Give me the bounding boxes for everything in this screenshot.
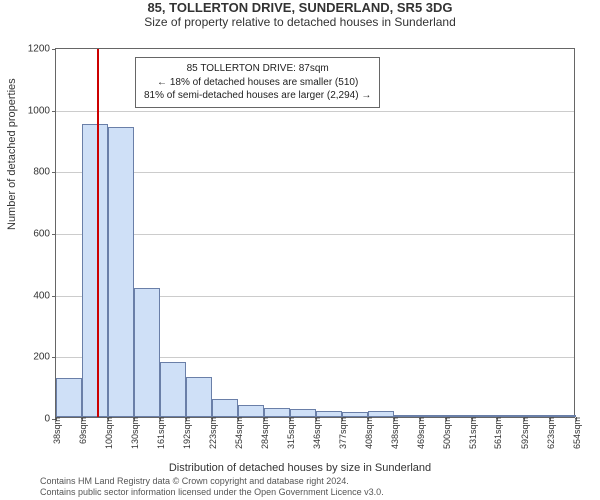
xtick-label: 100sqm [104, 417, 114, 449]
xtick-label: 192sqm [182, 417, 192, 449]
xtick-label: 408sqm [364, 417, 374, 449]
ytick-mark [52, 49, 56, 50]
annotation-line-2: ← 18% of detached houses are smaller (51… [144, 76, 371, 90]
footer-line-1: Contains HM Land Registry data © Crown c… [40, 476, 590, 487]
xtick-label: 438sqm [390, 417, 400, 449]
xtick-label: 223sqm [208, 417, 218, 449]
reference-line [97, 49, 99, 417]
xtick-label: 377sqm [338, 417, 348, 449]
annotation-line-3: 81% of semi-detached houses are larger (… [144, 89, 371, 103]
footer-line-2: Contains public sector information licen… [40, 487, 590, 498]
ytick-label: 1000 [28, 105, 50, 116]
ytick-mark [52, 111, 56, 112]
histogram-bar [290, 409, 316, 417]
xtick-label: 654sqm [572, 417, 582, 449]
ytick-label: 200 [33, 352, 50, 363]
annotation-line-1: 85 TOLLERTON DRIVE: 87sqm [144, 62, 371, 76]
ytick-label: 600 [33, 229, 50, 240]
ytick-mark [52, 357, 56, 358]
histogram-bar [264, 408, 290, 417]
gridline [56, 172, 574, 173]
histogram-bar [212, 399, 238, 418]
plot-region: 85 TOLLERTON DRIVE: 87sqm ← 18% of detac… [55, 48, 575, 418]
y-axis-label: Number of detached properties [6, 78, 18, 230]
histogram-bar [160, 362, 186, 418]
ytick-label: 0 [44, 414, 50, 425]
ytick-mark [52, 172, 56, 173]
xtick-label: 254sqm [234, 417, 244, 449]
footer-attribution: Contains HM Land Registry data © Crown c… [40, 476, 590, 498]
annotation-box: 85 TOLLERTON DRIVE: 87sqm ← 18% of detac… [135, 57, 380, 108]
xtick-label: 469sqm [416, 417, 426, 449]
xtick-label: 592sqm [520, 417, 530, 449]
ytick-label: 800 [33, 167, 50, 178]
x-axis-label: Distribution of detached houses by size … [0, 462, 600, 474]
ytick-mark [52, 296, 56, 297]
page-title: 85, TOLLERTON DRIVE, SUNDERLAND, SR5 3DG [0, 0, 600, 15]
histogram-bar [186, 377, 212, 417]
gridline [56, 111, 574, 112]
histogram-bar [56, 378, 82, 417]
xtick-label: 284sqm [260, 417, 270, 449]
histogram-bar [134, 288, 160, 418]
histogram-bar [238, 405, 263, 417]
xtick-label: 38sqm [52, 417, 62, 444]
xtick-label: 531sqm [468, 417, 478, 449]
xtick-label: 346sqm [312, 417, 322, 449]
xtick-label: 130sqm [130, 417, 140, 449]
xtick-label: 623sqm [546, 417, 556, 449]
xtick-label: 161sqm [156, 417, 166, 449]
xtick-label: 69sqm [78, 417, 88, 444]
histogram-bar [108, 127, 133, 417]
histogram-bar [82, 124, 108, 417]
chart-area: 85 TOLLERTON DRIVE: 87sqm ← 18% of detac… [55, 48, 575, 418]
xtick-label: 500sqm [442, 417, 452, 449]
ytick-mark [52, 234, 56, 235]
ytick-label: 1200 [28, 44, 50, 55]
xtick-label: 561sqm [493, 417, 503, 449]
page-subtitle: Size of property relative to detached ho… [0, 15, 600, 29]
gridline [56, 234, 574, 235]
ytick-label: 400 [33, 290, 50, 301]
xtick-label: 315sqm [286, 417, 296, 449]
